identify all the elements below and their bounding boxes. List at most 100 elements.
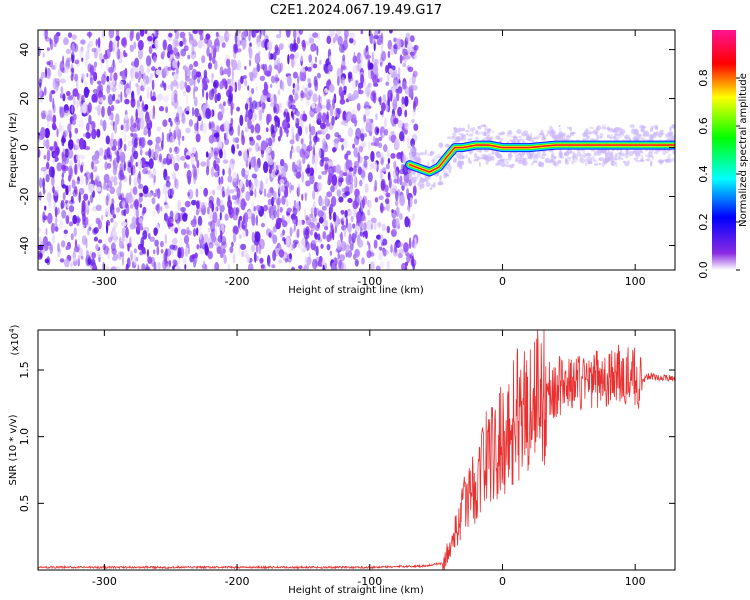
noise-blob	[395, 168, 398, 175]
noise-blob	[146, 90, 150, 99]
ridge-halo	[468, 157, 471, 163]
noise-blob	[65, 215, 70, 225]
noise-blob	[83, 86, 90, 99]
noise-blob	[123, 208, 127, 217]
noise-blob	[373, 239, 378, 249]
noise-blob	[368, 62, 374, 70]
noise-blob	[334, 33, 339, 41]
noise-blob	[412, 84, 418, 91]
noise-blob	[412, 70, 418, 78]
noise-blob	[271, 125, 278, 134]
noise-blob	[331, 115, 335, 126]
noise-blob	[381, 50, 387, 62]
noise-blob	[266, 113, 272, 123]
noise-blob	[393, 96, 397, 105]
noise-blob	[316, 72, 321, 79]
noise-blob	[211, 55, 216, 64]
noise-blob	[129, 174, 132, 186]
noise-blob	[251, 231, 255, 243]
noise-blob	[297, 219, 303, 226]
noise-blob	[86, 73, 89, 78]
ridge-halo	[558, 125, 561, 128]
noise-blob	[253, 164, 260, 172]
noise-blob	[147, 248, 149, 257]
noise-blob	[175, 154, 180, 162]
noise-blob	[174, 162, 179, 172]
noise-blob	[285, 237, 290, 247]
noise-blob	[310, 125, 316, 136]
noise-blob	[133, 248, 137, 254]
noise-blob	[185, 127, 191, 134]
noise-blob	[182, 213, 188, 222]
noise-blob	[38, 46, 41, 57]
noise-blob	[66, 90, 71, 97]
noise-blob	[373, 82, 379, 87]
ridge-halo	[617, 133, 621, 140]
ridge-halo	[591, 155, 595, 162]
noise-blob	[133, 150, 139, 160]
noise-blob	[161, 80, 164, 86]
ridge-halo	[541, 136, 544, 141]
noise-blob	[352, 79, 357, 90]
noise-blob	[160, 240, 164, 248]
noise-blob	[251, 87, 255, 95]
noise-blob	[310, 43, 316, 52]
noise-blob	[393, 43, 398, 55]
noise-blob	[134, 198, 139, 210]
noise-blob	[275, 197, 282, 206]
noise-blob	[164, 204, 170, 209]
noise-blob	[334, 225, 337, 234]
noise-blob	[259, 258, 264, 263]
noise-blob	[297, 200, 300, 208]
noise-blob	[92, 264, 98, 270]
ridge-halo	[586, 156, 592, 163]
noise-blob	[270, 75, 276, 84]
ridge-halo	[620, 128, 623, 131]
ridge-halo	[669, 126, 672, 132]
noise-blob	[73, 227, 77, 237]
noise-blob	[376, 127, 379, 134]
noise-blob	[328, 161, 334, 166]
ridge-halo	[538, 133, 544, 136]
colorbar-tick-label: 0.2	[697, 213, 710, 231]
noise-blob	[228, 126, 234, 136]
noise-blob	[236, 143, 239, 150]
noise-blob	[124, 236, 129, 246]
noise-blob	[227, 263, 231, 270]
noise-blob	[263, 161, 269, 174]
noise-blob	[119, 180, 122, 191]
noise-blob	[205, 108, 212, 120]
noise-blob	[396, 152, 402, 160]
noise-blob	[397, 252, 403, 259]
noise-blob	[384, 184, 389, 193]
noise-blob	[266, 153, 269, 162]
noise-blob	[412, 185, 417, 197]
noise-blob	[59, 218, 64, 230]
noise-blob	[151, 44, 156, 49]
noise-blob	[302, 227, 308, 236]
noise-blob	[148, 45, 153, 55]
noise-blob	[311, 216, 316, 222]
ridge-halo	[480, 157, 483, 160]
noise-blob	[390, 244, 393, 254]
colorbar-tick-label: 0.8	[697, 69, 710, 87]
ridge-halo	[672, 150, 675, 155]
noise-blob	[111, 209, 115, 216]
noise-blob	[132, 65, 137, 74]
noise-blob	[212, 138, 217, 143]
noise-blob	[238, 234, 242, 240]
noise-blob	[54, 206, 58, 218]
noise-blob	[139, 192, 144, 197]
noise-blob	[223, 254, 227, 264]
noise-blob	[71, 70, 75, 77]
colorbar: 0.00.20.40.60.8 Normalized spectral ampl…	[697, 30, 749, 279]
noise-blob	[216, 243, 222, 254]
noise-blob	[87, 43, 90, 53]
ridge-halo	[621, 157, 624, 161]
ridge-halo	[410, 153, 415, 157]
noise-blob	[248, 71, 254, 78]
noise-blob	[102, 94, 106, 101]
noise-blob	[128, 249, 133, 255]
noise-blob	[45, 138, 50, 150]
noise-blob	[76, 100, 79, 109]
